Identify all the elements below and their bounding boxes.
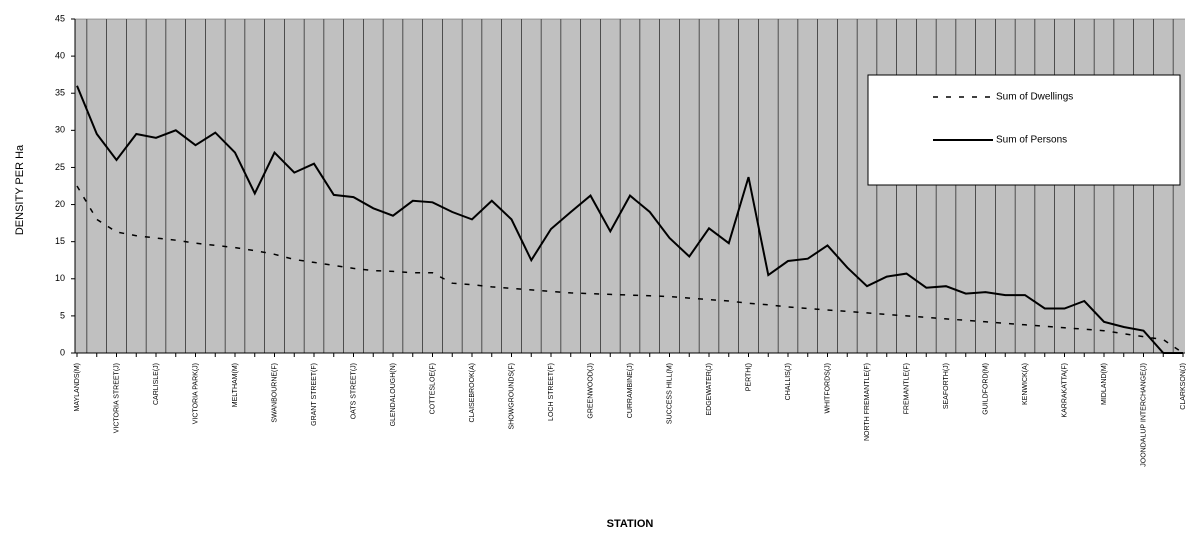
- x-tick-label: MELTHAM(M): [232, 363, 239, 407]
- legend: Sum of Dwellings Sum of Persons: [867, 74, 1181, 186]
- x-tick-label: SWANBOURNE(F): [271, 363, 278, 423]
- x-tick-label: JOONDALUP INTERCHANGE(J): [1140, 363, 1147, 467]
- series-line: [76, 185, 1184, 354]
- x-tick-label: OATS STREET(J): [350, 363, 357, 419]
- y-tick-label: 40: [55, 50, 65, 60]
- x-tick-label: SUCCESS HILL(M): [666, 363, 673, 424]
- x-tick-label: CLAISEBROOK(A): [469, 363, 476, 423]
- y-tick-label: 35: [55, 88, 65, 98]
- x-tick-label: SHOWGROUNDS(F): [508, 363, 515, 430]
- x-tick-label: SEAFORTH(J): [943, 363, 950, 409]
- legend-label: Sum of Dwellings: [996, 92, 1073, 103]
- x-tick-label: GREENWOOD(J): [587, 363, 594, 419]
- y-tick-label: 5: [60, 310, 65, 320]
- x-tick-label: MAYLANDS(M): [74, 363, 81, 411]
- x-tick-label: LOCH STREET(F): [548, 363, 555, 421]
- y-tick-label: 15: [55, 236, 65, 246]
- x-tick-label: GLENDALOUGH(N): [390, 363, 397, 426]
- series-line: [76, 85, 1183, 354]
- x-axis-label: STATION: [607, 518, 654, 530]
- legend-box: [867, 74, 1181, 186]
- x-tick-label: CARLISLE(J): [153, 363, 160, 405]
- x-tick-label: VICTORIA STREET(J): [113, 363, 120, 433]
- x-tick-label: FREMANTLE(F): [903, 363, 910, 414]
- x-tick-label: KARRAKATTA(F): [1061, 363, 1068, 418]
- x-tick-label: CHALLIS(J): [785, 363, 792, 400]
- legend-label: Sum of Persons: [996, 135, 1067, 146]
- x-tick-label: COTTESLOE(F): [429, 363, 436, 414]
- y-axis-label: DENSITY PER Ha: [14, 144, 26, 235]
- x-tick-label: KENWICK(A): [1022, 363, 1029, 405]
- y-tick-label: 45: [55, 13, 65, 23]
- x-tick-label: PERTH(): [745, 363, 752, 391]
- y-tick-label: 25: [55, 162, 65, 172]
- y-tick-label: 10: [55, 273, 65, 283]
- x-tick-label: GUILDFORD(M): [982, 363, 989, 415]
- y-tick-label: 20: [55, 199, 65, 209]
- x-tick-label: EDGEWATER(J): [706, 363, 713, 416]
- x-tick-label: VICTORIA PARK(J): [192, 363, 199, 424]
- x-tick-label: GRANT STREET(F): [311, 363, 318, 426]
- x-tick-label: MIDLAND(M): [1101, 363, 1108, 405]
- x-tick-label: CURRAMBINE(J): [627, 363, 634, 418]
- x-tick-label: NORTH FREMANTLE(F): [864, 363, 871, 441]
- plot-area: [75, 19, 1185, 353]
- y-tick-label: 0: [60, 347, 65, 357]
- x-tick-label: WHITFORDS(J): [824, 363, 831, 414]
- x-tick-label: CLARKSON(J): [1180, 363, 1186, 410]
- y-tick-label: 30: [55, 125, 65, 135]
